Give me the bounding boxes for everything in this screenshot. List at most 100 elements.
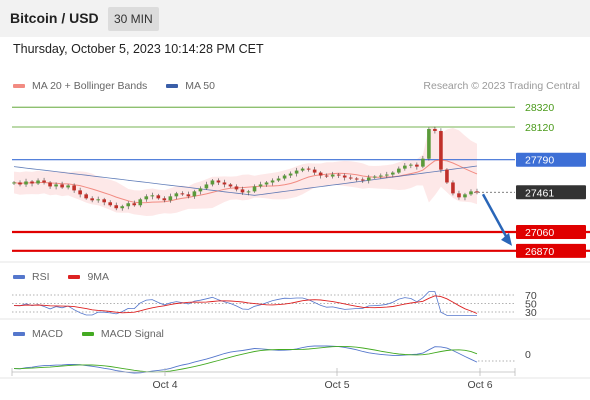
- rsi-9ma-line: [13, 295, 478, 314]
- candle-body: [354, 178, 359, 180]
- candle-body: [204, 184, 209, 189]
- x-tick-label: Oct 6: [467, 379, 492, 391]
- main-legend: MA 20 + Bollinger Bands MA 50: [13, 80, 231, 92]
- candle-body: [288, 173, 293, 176]
- candle-body: [318, 172, 323, 176]
- legend-label-macd: MACD: [32, 328, 63, 340]
- legend-label-macd-signal: MACD Signal: [100, 328, 164, 340]
- candle-body: [366, 177, 371, 181]
- candle-body: [216, 180, 221, 183]
- rsi-line: [13, 291, 477, 316]
- candle-body: [138, 199, 143, 206]
- candle-body: [276, 178, 281, 181]
- rsi-tick-label: 70: [525, 290, 537, 302]
- candle-body: [228, 184, 233, 187]
- candle-body: [403, 165, 407, 169]
- candle-body: [162, 198, 167, 201]
- legend-label-ma50: MA 50: [185, 80, 215, 92]
- candle-body: [240, 189, 245, 193]
- candle-body: [168, 196, 173, 201]
- forecast-arrow-head: [501, 232, 512, 246]
- legend-swatch-ma50: [166, 84, 179, 89]
- level-label-support-2: 26870: [525, 246, 554, 258]
- candle-body: [300, 168, 305, 171]
- legend-item-macd-signal: MACD Signal: [81, 328, 164, 340]
- candle-body: [463, 194, 467, 198]
- candle-body: [469, 191, 473, 195]
- candle-body: [60, 184, 64, 188]
- instrument-title: Bitcoin / USD: [10, 10, 99, 26]
- candle-body: [156, 195, 161, 199]
- candle-body: [258, 184, 263, 187]
- candle-body: [246, 191, 251, 193]
- legend-swatch-ma20: [13, 84, 25, 89]
- candle-body: [186, 194, 191, 197]
- level-label-resistance-1: 28120: [525, 122, 554, 134]
- candle-body: [150, 195, 155, 197]
- candle-body: [409, 164, 413, 166]
- level-label-pivot: 27790: [525, 155, 554, 167]
- rsi-legend: RSI 9MA: [13, 271, 125, 283]
- timestamp: Thursday, October 5, 2023 10:14:28 PM CE…: [13, 42, 264, 56]
- candle-body: [126, 203, 131, 207]
- candle-body: [348, 177, 353, 179]
- level-badge-last: [516, 185, 586, 200]
- level-label-resistance-2: 28320: [525, 102, 554, 114]
- candle-body: [18, 182, 22, 185]
- candle-body: [451, 182, 455, 194]
- macd-signal-line: [13, 345, 478, 373]
- candle-body: [360, 179, 365, 181]
- legend-item-macd: MACD: [13, 328, 63, 340]
- legend-label-ma20: MA 20 + Bollinger Bands: [32, 80, 148, 92]
- candle-body: [36, 180, 40, 184]
- candle-body: [144, 196, 149, 200]
- legend-label-rsi: RSI: [32, 271, 50, 283]
- candle-body: [378, 175, 383, 177]
- candle-body: [427, 128, 431, 159]
- candle-body: [132, 203, 137, 206]
- candle-body: [192, 191, 197, 197]
- candle-body: [324, 175, 329, 177]
- legend-swatch-macd: [13, 332, 25, 337]
- candle-body: [210, 180, 215, 185]
- level-label-support-1: 27060: [525, 227, 554, 239]
- level-label-last: 27461: [525, 187, 554, 199]
- candle-body: [84, 194, 88, 199]
- legend-item-rsi: RSI: [13, 271, 50, 283]
- candle-body: [72, 185, 76, 191]
- macd-tick-label: 0: [525, 349, 531, 361]
- candle-body: [102, 199, 106, 203]
- candle-body: [30, 181, 34, 184]
- x-tick-label: Oct 4: [152, 379, 177, 391]
- candle-body: [108, 202, 113, 206]
- candle-body: [24, 181, 28, 185]
- candle-body: [264, 182, 269, 185]
- x-tick-label: Oct 5: [324, 379, 349, 391]
- candle-body: [330, 174, 335, 177]
- candle-body: [12, 182, 16, 184]
- candle-body: [336, 174, 341, 176]
- candle-body: [385, 174, 389, 176]
- candle-body: [78, 190, 82, 195]
- candle-body: [222, 182, 227, 185]
- candle-body: [415, 164, 419, 167]
- level-badge-support-2: [516, 243, 586, 258]
- timeframe-badge[interactable]: 30 MIN: [108, 7, 159, 31]
- legend-label-rsi-9ma: 9MA: [87, 271, 110, 283]
- candle-body: [42, 180, 46, 183]
- level-badge-pivot: [516, 152, 586, 167]
- candle-body: [433, 128, 437, 131]
- legend-item-ma20: MA 20 + Bollinger Bands: [13, 80, 147, 92]
- legend-item-rsi-9ma: 9MA: [68, 271, 109, 283]
- ma50-line: [13, 165, 478, 196]
- candle-body: [397, 168, 401, 173]
- candle-body: [294, 170, 299, 174]
- legend-swatch-macd-signal: [81, 332, 94, 337]
- candle-body: [439, 130, 443, 170]
- research-credit: Research © 2023 Trading Central: [423, 80, 580, 92]
- legend-item-ma50: MA 50: [166, 80, 215, 92]
- candle-body: [66, 185, 70, 188]
- candle-body: [445, 169, 449, 183]
- candle-body: [270, 180, 275, 183]
